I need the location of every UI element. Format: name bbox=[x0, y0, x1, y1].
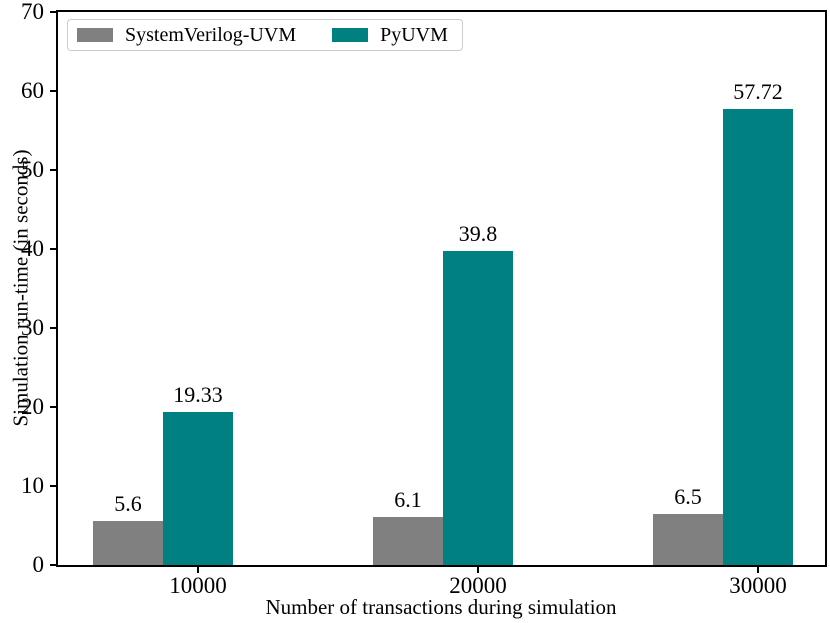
legend-swatch-icon bbox=[332, 28, 369, 42]
y-tick-label: 30 bbox=[21, 315, 44, 340]
y-tick-label: 10 bbox=[21, 473, 44, 498]
y-tick-label: 0 bbox=[32, 552, 45, 577]
y-tick-label: 70 bbox=[21, 0, 44, 24]
bar-systemverilog-uvm-10000 bbox=[93, 520, 163, 565]
y-tick-mark bbox=[50, 327, 58, 329]
bar-value-label: 39.8 bbox=[458, 220, 498, 246]
bar-value-label: 6.5 bbox=[674, 483, 702, 509]
y-tick-label: 20 bbox=[21, 394, 44, 419]
x-tick-label: 30000 bbox=[729, 573, 787, 598]
y-tick-mark bbox=[50, 406, 58, 408]
legend-label: PyUVM bbox=[380, 23, 448, 46]
x-tick-label: 10000 bbox=[169, 573, 227, 598]
x-tick-mark bbox=[757, 565, 759, 573]
y-axis-label: Simulation run-time (in seconds) bbox=[8, 149, 33, 427]
x-tick-mark bbox=[197, 565, 199, 573]
legend-item-systemverilog-uvm: SystemVerilog-UVM bbox=[77, 24, 296, 47]
legend: SystemVerilog-UVM PyUVM bbox=[67, 19, 463, 51]
bar-value-label: 57.72 bbox=[733, 79, 783, 105]
legend-item-pyuvm: PyUVM bbox=[332, 24, 448, 47]
y-tick-label: 40 bbox=[21, 236, 44, 261]
bar-pyuvm-30000 bbox=[723, 109, 793, 565]
y-tick-label: 50 bbox=[21, 157, 44, 182]
y-tick-mark bbox=[50, 248, 58, 250]
bar-systemverilog-uvm-30000 bbox=[653, 513, 723, 565]
x-tick-mark bbox=[477, 565, 479, 573]
y-tick-mark bbox=[50, 90, 58, 92]
bar-value-label: 19.33 bbox=[173, 382, 223, 408]
x-tick-label: 20000 bbox=[449, 573, 507, 598]
y-tick-label: 60 bbox=[21, 78, 44, 103]
x-axis-label: Number of transactions during simulation bbox=[265, 595, 617, 619]
y-tick-mark bbox=[50, 11, 58, 13]
bar-pyuvm-10000 bbox=[163, 412, 233, 565]
y-tick-mark bbox=[50, 485, 58, 487]
bar-value-label: 5.6 bbox=[114, 490, 142, 516]
plot-area: SystemVerilog-UVM PyUVM 5.6 6.1 6.5 19.33 39.… bbox=[56, 10, 827, 567]
legend-swatch-icon bbox=[77, 28, 113, 42]
legend-label: SystemVerilog-UVM bbox=[125, 23, 297, 46]
bar-pyuvm-20000 bbox=[443, 250, 513, 565]
y-tick-mark bbox=[50, 169, 58, 171]
bar-systemverilog-uvm-20000 bbox=[373, 516, 443, 565]
y-tick-mark bbox=[50, 564, 58, 566]
bar-value-label: 6.1 bbox=[394, 486, 422, 512]
